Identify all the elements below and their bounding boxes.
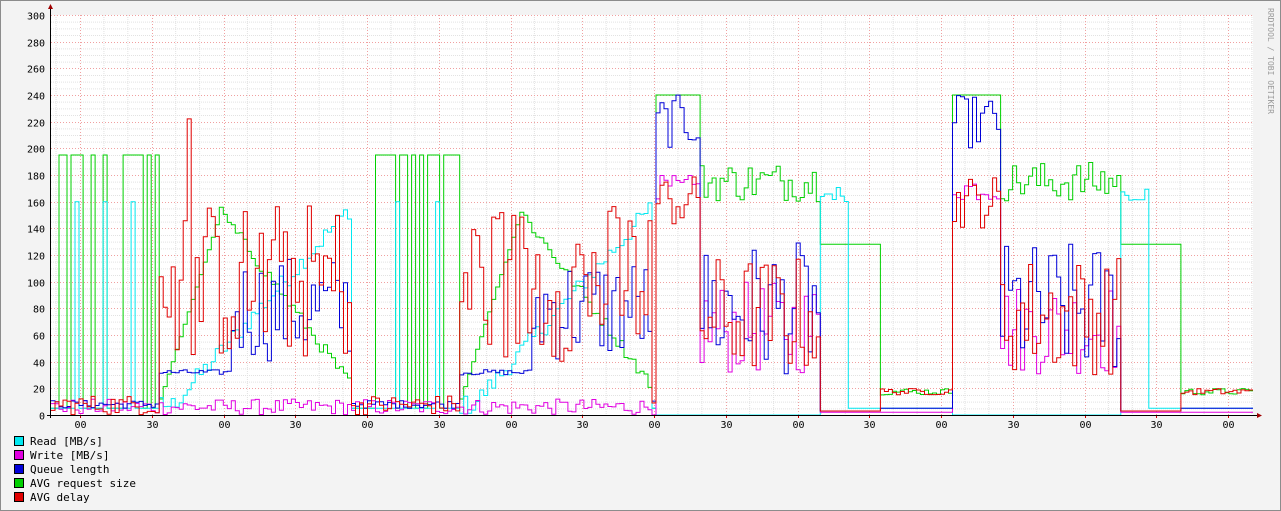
x-tick-label: 00 (218, 420, 230, 430)
legend-item: Write [MB/s] (14, 448, 136, 462)
x-tick-label: 00 (1222, 420, 1234, 430)
y-tick-label: 200 (27, 145, 45, 156)
legend-swatch (14, 478, 24, 488)
legend: Read [MB/s] Write [MB/s] Queue length AVG r… (14, 434, 136, 504)
x-tick-label: 00 (935, 420, 947, 430)
legend-swatch (14, 464, 24, 474)
y-tick-label: 300 (27, 12, 45, 23)
x-tick-label: 00 (74, 420, 86, 430)
x-tick-label: 00 (505, 420, 517, 430)
legend-swatch (14, 436, 24, 446)
legend-item: AVG delay (14, 490, 136, 504)
y-tick-label: 220 (27, 119, 45, 130)
y-axis-arrow (48, 4, 53, 9)
y-tick-label: 260 (27, 65, 45, 76)
watermark: RRDTOOL / TOBI OETIKER (1266, 8, 1275, 114)
x-axis-arrow (1257, 413, 1262, 418)
y-tick-label: 140 (27, 225, 45, 236)
y-tick-label: 180 (27, 172, 45, 183)
legend-label: AVG delay (30, 490, 90, 504)
y-tick-label: 280 (27, 39, 45, 50)
y-axis-ticks: 0 20 40 60 80 100 120 140 160 180 200 220 240 260 280 3… (27, 12, 45, 423)
axes (47, 4, 1262, 418)
legend-label: Write [MB/s] (30, 448, 110, 462)
x-tick-label: 30 (433, 420, 445, 430)
legend-swatch (14, 450, 24, 460)
chart-plot: 0 20 40 60 80 100 120 140 160 180 200 220 240 260 280 3… (27, 4, 1275, 430)
legend-item: Read [MB/s] (14, 434, 136, 448)
x-tick-label: 00 (361, 420, 373, 430)
x-tick-label: 30 (720, 420, 732, 430)
legend-item: AVG request size (14, 476, 136, 490)
y-tick-label: 240 (27, 92, 45, 103)
x-axis-ticks: 00 30 00 30 00 30 00 30 00 30 00 30 00 30 00 30 00 (74, 415, 1235, 430)
series-line-1 (51, 175, 1253, 416)
legend-item: Queue length (14, 462, 136, 476)
legend-label: Queue length (30, 462, 110, 476)
y-tick-label: 20 (33, 385, 45, 396)
y-tick-label: 0 (39, 412, 45, 423)
legend-swatch (14, 492, 24, 502)
series-line-3 (51, 94, 1253, 409)
x-tick-label: 30 (576, 420, 588, 430)
x-tick-label: 00 (1079, 420, 1091, 430)
y-tick-label: 60 (33, 332, 45, 343)
x-tick-label: 00 (648, 420, 660, 430)
y-tick-label: 120 (27, 252, 45, 263)
x-tick-label: 30 (1007, 420, 1019, 430)
y-tick-label: 160 (27, 199, 45, 210)
y-tick-label: 40 (33, 359, 45, 370)
x-tick-label: 30 (146, 420, 158, 430)
x-tick-label: 30 (289, 420, 301, 430)
series-line-4 (51, 118, 1253, 416)
y-tick-label: 100 (27, 279, 45, 290)
x-tick-label: 30 (1150, 420, 1162, 430)
x-tick-label: 30 (863, 420, 875, 430)
y-tick-label: 80 (33, 305, 45, 316)
legend-label: AVG request size (30, 476, 136, 490)
x-tick-label: 00 (792, 420, 804, 430)
legend-label: Read [MB/s] (30, 434, 103, 448)
